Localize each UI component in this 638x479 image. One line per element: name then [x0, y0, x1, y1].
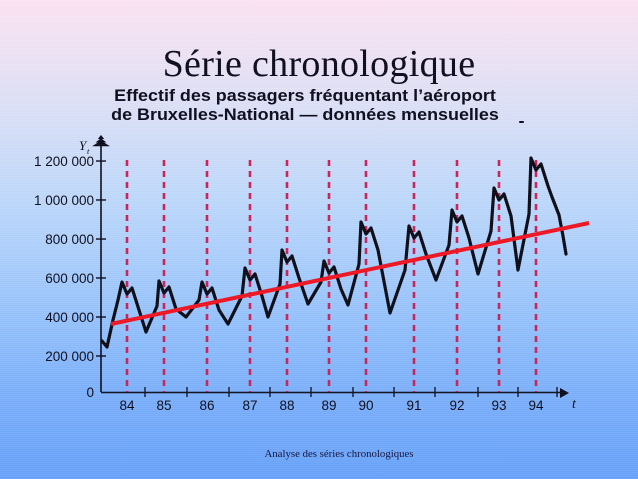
- svg-text:90: 90: [358, 398, 373, 413]
- svg-text:89: 89: [321, 398, 336, 413]
- svg-text:86: 86: [199, 398, 214, 413]
- svg-text:0: 0: [86, 385, 94, 400]
- svg-text:800 000: 800 000: [45, 232, 94, 247]
- svg-text:93: 93: [491, 398, 506, 413]
- svg-text:92: 92: [449, 398, 464, 413]
- svg-text:84: 84: [119, 398, 135, 413]
- svg-text:94: 94: [528, 398, 544, 413]
- svg-text:400 000: 400 000: [45, 310, 94, 325]
- svg-text:200 000: 200 000: [45, 349, 94, 364]
- svg-text:1 200 000: 1 200 000: [34, 154, 94, 169]
- svg-text:85: 85: [156, 398, 171, 413]
- svg-text:t: t: [572, 397, 577, 412]
- svg-text:600 000: 600 000: [45, 271, 94, 286]
- svg-text:91: 91: [406, 398, 421, 413]
- svg-text:87: 87: [242, 398, 257, 413]
- svg-text:88: 88: [279, 398, 294, 413]
- svg-text:1 000 000: 1 000 000: [34, 193, 94, 208]
